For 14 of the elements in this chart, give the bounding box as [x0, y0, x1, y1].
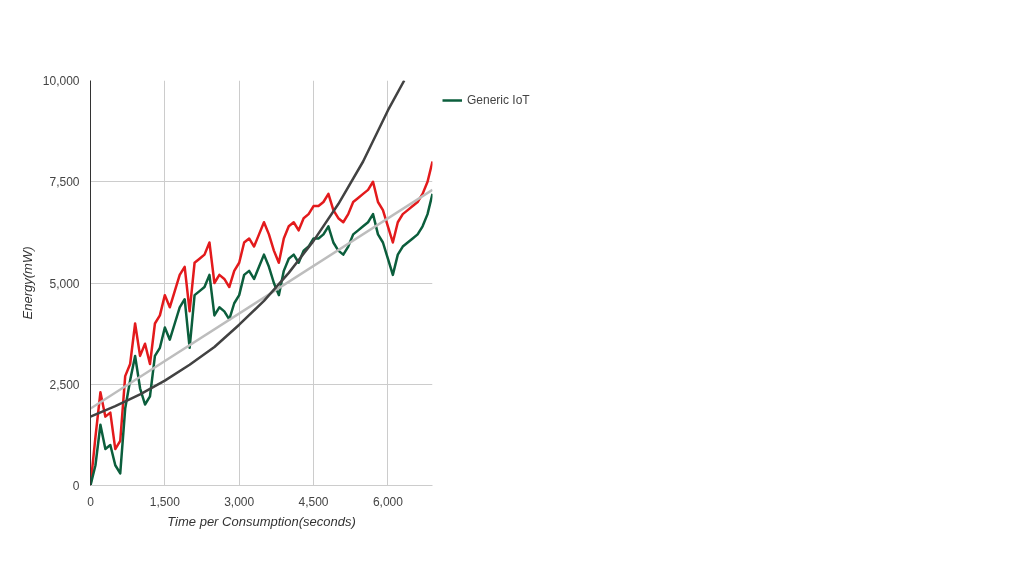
x-tick-label: 6,000 [372, 494, 404, 509]
line-series [90, 80, 406, 418]
x-tick-label: 3,000 [224, 494, 255, 509]
y-tick-label: 0 [72, 479, 80, 493]
y-tick-label: 10,000 [42, 74, 80, 88]
y-tick-label: 7,500 [49, 175, 80, 190]
y-tick-label: 5,000 [49, 276, 80, 291]
y-tick-label: 2,500 [49, 377, 80, 392]
x-tick-label: 4,500 [298, 494, 329, 509]
x-tick-label: 0 [87, 494, 95, 509]
x-axis-title: Time per Consumption(seconds) [167, 513, 356, 529]
legend-label: Generic IoT [467, 93, 530, 107]
x-tick-label: 1,500 [149, 494, 181, 509]
y-axis-title: Energy(mW) [19, 246, 35, 320]
